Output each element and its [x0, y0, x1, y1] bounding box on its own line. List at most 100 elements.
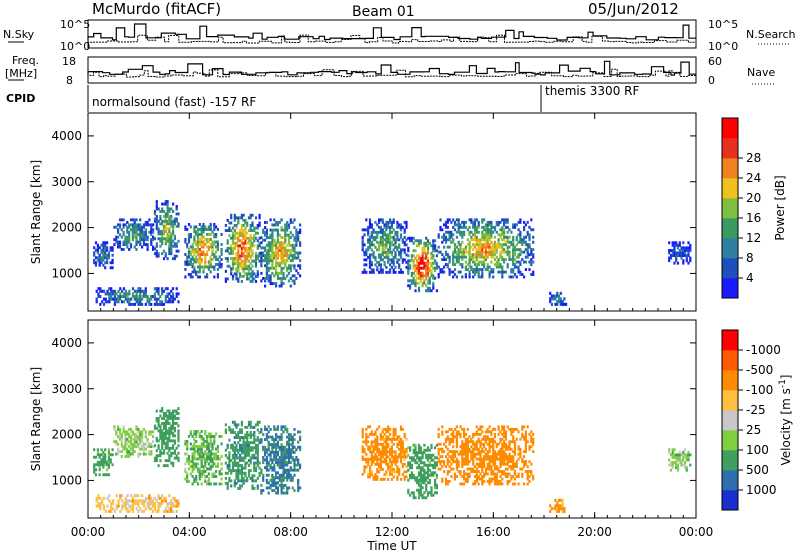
data-cell-5 — [287, 438, 291, 441]
data-cell-9 — [468, 447, 471, 451]
data-cell-9 — [524, 260, 527, 264]
data-cell-9 — [466, 437, 469, 441]
data-cell-4 — [258, 241, 261, 245]
data-cell-0 — [100, 448, 103, 452]
data-cell-2 — [168, 459, 171, 463]
data-cell-3 — [209, 442, 212, 446]
data-cell-9 — [492, 442, 495, 446]
data-cell-7 — [374, 462, 377, 466]
data-cell-1 — [120, 235, 123, 239]
data-cell-3 — [209, 258, 212, 261]
data-cell-2 — [153, 424, 157, 428]
data-cell-3 — [193, 432, 196, 436]
data-cell-4 — [233, 446, 236, 450]
data-cell-9 — [490, 472, 493, 476]
data-cell-4 — [239, 274, 242, 278]
data-cell-4 — [230, 428, 233, 432]
data-cell-7 — [396, 220, 399, 224]
data-cell-3 — [195, 440, 198, 443]
data-cell-4 — [254, 456, 258, 460]
data-cell-4 — [242, 224, 245, 227]
data-cell-5 — [284, 254, 287, 257]
data-cell-3 — [204, 460, 207, 463]
data-cell-6 — [99, 289, 102, 293]
data-cell-0 — [107, 453, 110, 457]
data-cell-9 — [479, 255, 482, 259]
data-cell-5 — [282, 425, 285, 429]
data-cell-3 — [189, 472, 192, 476]
data-cell-9 — [493, 253, 497, 257]
data-cell-5 — [293, 438, 296, 441]
data-cell-9 — [477, 437, 480, 441]
data-cell-9 — [503, 238, 506, 242]
data-cell-1 — [141, 440, 144, 444]
data-cell-4 — [246, 451, 249, 455]
data-cell-6 — [144, 499, 147, 503]
data-cell-7 — [374, 455, 377, 459]
data-cell-5 — [273, 266, 276, 270]
data-cell-9 — [468, 230, 471, 234]
data-cell-3 — [186, 260, 189, 264]
data-cell-6 — [106, 292, 109, 296]
data-cell-7 — [399, 250, 403, 254]
data-cell-3 — [204, 465, 207, 468]
data-cell-5 — [278, 458, 281, 462]
data-cell-9 — [452, 275, 455, 279]
data-cell-9 — [526, 250, 529, 254]
data-cell-7 — [398, 455, 401, 459]
data-cell-4 — [239, 272, 242, 276]
data-cell-5 — [291, 476, 294, 480]
data-cell-9 — [473, 465, 477, 468]
data-cell-0 — [107, 256, 110, 260]
data-cell-7 — [392, 228, 395, 232]
data-cell-7 — [403, 475, 406, 479]
data-cell-7 — [368, 263, 372, 267]
data-cell-8 — [412, 456, 415, 460]
data-cell-9 — [457, 465, 460, 468]
data-cell-0 — [98, 256, 101, 260]
data-cell-9 — [499, 263, 502, 266]
data-cell-3 — [209, 482, 212, 486]
data-cell-3 — [184, 440, 187, 443]
data-cell-2 — [161, 242, 164, 246]
data-cell-9 — [490, 230, 493, 234]
data-cell-3 — [186, 258, 189, 261]
data-cell-5 — [286, 221, 289, 224]
data-cell-5 — [278, 473, 281, 477]
data-cell-9 — [443, 460, 446, 464]
data-cell-5 — [282, 254, 285, 257]
data-cell-9 — [490, 455, 493, 459]
data-cell-1 — [126, 225, 129, 229]
data-cell-9 — [490, 255, 493, 259]
data-cell-2 — [157, 422, 160, 425]
data-cell-9 — [461, 258, 464, 261]
data-cell-3 — [189, 275, 192, 279]
data-cell-9 — [499, 253, 502, 257]
data-cell-8 — [428, 453, 431, 457]
data-cell-9 — [503, 218, 506, 222]
data-cell-0 — [96, 450, 99, 454]
data-cell-4 — [233, 229, 236, 232]
data-cell-3 — [196, 457, 200, 461]
data-cell-3 — [186, 452, 189, 456]
data-cell-5 — [265, 259, 268, 263]
data-cell-4 — [246, 438, 249, 442]
data-cell-7 — [370, 445, 373, 449]
data-cell-1 — [142, 450, 145, 453]
data-cell-3 — [200, 450, 203, 453]
data-cell-2 — [172, 219, 175, 223]
data-cell-9 — [501, 445, 504, 449]
nsky-trace — [87, 23, 696, 41]
data-cell-11 — [687, 261, 690, 265]
data-cell-7 — [376, 268, 379, 272]
data-cell-9 — [452, 253, 455, 257]
data-cell-6 — [164, 300, 167, 304]
data-cell-9 — [499, 255, 502, 259]
data-cell-5 — [273, 241, 276, 245]
data-cell-10 — [565, 302, 568, 306]
data-cell-2 — [155, 439, 158, 443]
data-cell-4 — [242, 244, 245, 248]
data-cell-3 — [189, 273, 192, 276]
data-cell-4 — [235, 436, 238, 439]
data-cell-4 — [237, 441, 240, 445]
